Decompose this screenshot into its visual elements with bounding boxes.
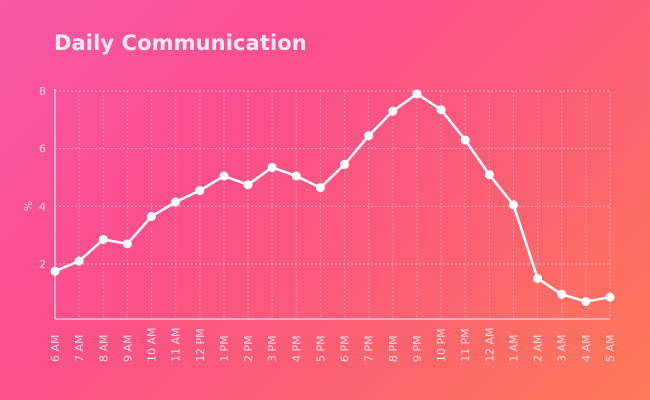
x-tick-label: 12 PM (194, 328, 207, 362)
data-point (219, 171, 229, 181)
x-tick-label: 11 PM (459, 328, 472, 362)
data-point (605, 292, 615, 302)
x-tick-label: 4 AM (580, 334, 593, 362)
y-tick-label: 6 (39, 143, 46, 156)
x-tick-label: 7 PM (363, 335, 376, 362)
chart-title: Daily Communication (54, 31, 307, 55)
y-tick-label: 8 (39, 85, 46, 98)
data-point (74, 256, 84, 266)
x-tick-label: 6 PM (339, 335, 352, 362)
x-tick-label: 6 AM (49, 334, 62, 362)
data-point (340, 160, 350, 170)
y-axis-label: % (22, 201, 35, 211)
x-tick-label: 5 PM (314, 335, 327, 362)
x-tick-label: 3 PM (266, 335, 279, 362)
data-point (436, 105, 446, 115)
x-tick-label: 10 AM (146, 327, 159, 362)
series-line (54, 92, 611, 303)
data-point (50, 266, 60, 276)
x-tick-label: 5 AM (604, 334, 617, 362)
x-tick-label: 4 PM (290, 335, 303, 362)
x-tick-label: 8 AM (97, 334, 110, 362)
data-point (98, 234, 108, 244)
y-axis-ticks: 2 4 6 8 (39, 85, 46, 271)
x-tick-label: 7 AM (73, 334, 86, 362)
x-tick-label: 11 AM (170, 327, 183, 362)
grid-lines (55, 90, 611, 319)
data-point (243, 180, 253, 190)
data-point (533, 273, 543, 283)
x-tick-label: 2 PM (242, 335, 255, 362)
x-tick-label: 10 PM (435, 328, 448, 362)
data-point (557, 289, 567, 299)
x-tick-label: 3 AM (556, 334, 569, 362)
axes (54, 89, 610, 320)
data-point (412, 89, 422, 99)
data-point (171, 197, 181, 207)
x-tick-label: 8 PM (387, 335, 400, 362)
x-tick-label: 12 AM (483, 327, 496, 362)
data-point (291, 171, 301, 181)
data-point (315, 183, 325, 193)
x-axis-ticks: 6 AM 7 AM 8 AM 9 AM 10 AM 11 AM 12 PM 1 PM 2 PM 3… (49, 327, 617, 362)
x-tick-label: 1 PM (218, 335, 231, 362)
data-point (484, 170, 494, 180)
data-series (50, 89, 615, 306)
data-point (267, 162, 277, 172)
data-point (460, 135, 470, 145)
y-tick-label: 4 (39, 200, 46, 213)
x-tick-label: 9 PM (411, 335, 424, 362)
data-point (388, 106, 398, 116)
x-tick-label: 1 AM (507, 334, 520, 362)
data-point (122, 239, 132, 249)
data-point (508, 200, 518, 210)
data-point (581, 296, 591, 306)
data-point (195, 185, 205, 195)
x-tick-label: 2 AM (532, 334, 545, 362)
data-point (147, 211, 157, 221)
x-tick-label: 9 AM (121, 334, 134, 362)
y-tick-label: 2 (39, 258, 46, 271)
data-point (364, 131, 374, 141)
